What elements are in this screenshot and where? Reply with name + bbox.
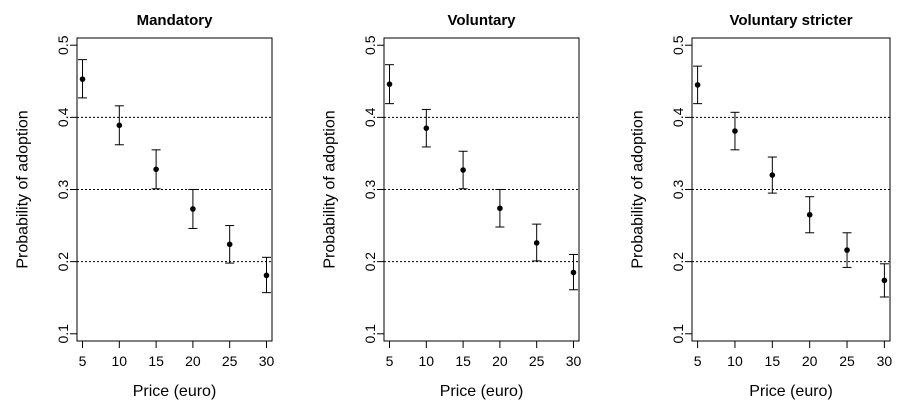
- data-point: [386, 81, 393, 87]
- x-tick-label: 15: [765, 353, 781, 369]
- x-tick-label: 20: [185, 353, 201, 369]
- y-axis-label: Probability of adoption: [322, 110, 339, 268]
- data-point: [694, 82, 701, 88]
- x-tick-label: 10: [727, 353, 743, 369]
- data-point: [769, 172, 776, 178]
- y-tick-label: 0.4: [55, 107, 71, 127]
- x-tick-label: 5: [694, 353, 702, 369]
- chart-title: Voluntary: [447, 12, 516, 29]
- chart-title: Mandatory: [137, 12, 214, 29]
- x-tick-label: 15: [455, 353, 471, 369]
- data-point: [533, 240, 540, 246]
- y-tick-label: 0.2: [362, 252, 378, 272]
- y-tick-label: 0.1: [362, 324, 378, 344]
- x-tick-label: 30: [259, 353, 275, 369]
- data-point: [497, 205, 503, 212]
- data-point: [226, 241, 233, 248]
- chart-title: Voluntary stricter: [729, 12, 852, 29]
- chart-panel-2: Voluntary 0.1 0.2 0.3 0.4 0.5 5 10 15 20 25 30 Price…: [322, 12, 582, 400]
- x-axis-label: Price (euro): [440, 383, 524, 400]
- x-tick-label: 25: [839, 353, 855, 369]
- data-point: [153, 166, 159, 173]
- data-point: [190, 206, 196, 212]
- x-tick-label: 20: [492, 353, 508, 369]
- y-tick-label: 0.2: [670, 252, 686, 272]
- x-tick-label: 10: [419, 353, 435, 369]
- data-point: [732, 128, 738, 134]
- y-tick-label: 0.1: [55, 324, 71, 344]
- data-point: [423, 125, 430, 131]
- data-point: [570, 269, 577, 276]
- y-tick-label: 0.5: [362, 35, 378, 55]
- y-tick-label: 0.5: [55, 35, 71, 55]
- y-tick-label: 0.3: [362, 180, 378, 200]
- chart-panel-1: Mandatory 0.1 0.2 0.3 0.4 0.5 5 10 15 20 25 30 Price…: [15, 12, 275, 400]
- data-point: [844, 247, 850, 253]
- x-tick-label: 15: [148, 353, 164, 369]
- x-tick-label: 25: [529, 353, 545, 369]
- y-axis-label: Probability of adoption: [15, 110, 32, 268]
- y-tick-label: 0.3: [55, 180, 71, 200]
- y-tick-label: 0.4: [362, 107, 378, 127]
- data-point: [881, 277, 888, 284]
- data-point: [806, 211, 813, 218]
- chart-panel-3: Voluntary stricter 0.1 0.2 0.3 0.4 0.5 5 10 15 20…: [630, 12, 893, 400]
- data-point: [116, 122, 123, 129]
- x-axis-label: Price (euro): [133, 383, 217, 400]
- data-point: [79, 76, 86, 82]
- x-tick-label: 5: [79, 353, 87, 369]
- y-tick-label: 0.1: [670, 324, 686, 344]
- x-tick-label: 5: [386, 353, 394, 369]
- y-tick-label: 0.5: [670, 35, 686, 55]
- x-tick-label: 30: [566, 353, 582, 369]
- data-point: [263, 272, 270, 279]
- y-tick-label: 0.3: [670, 180, 686, 200]
- y-tick-label: 0.4: [670, 107, 686, 127]
- x-tick-label: 10: [112, 353, 128, 369]
- x-tick-label: 20: [802, 353, 818, 369]
- x-tick-label: 30: [877, 353, 893, 369]
- y-axis-label: Probability of adoption: [630, 110, 647, 268]
- x-axis-label: Price (euro): [749, 383, 833, 400]
- x-tick-label: 25: [222, 353, 238, 369]
- data-point: [460, 167, 466, 173]
- y-tick-label: 0.2: [55, 252, 71, 272]
